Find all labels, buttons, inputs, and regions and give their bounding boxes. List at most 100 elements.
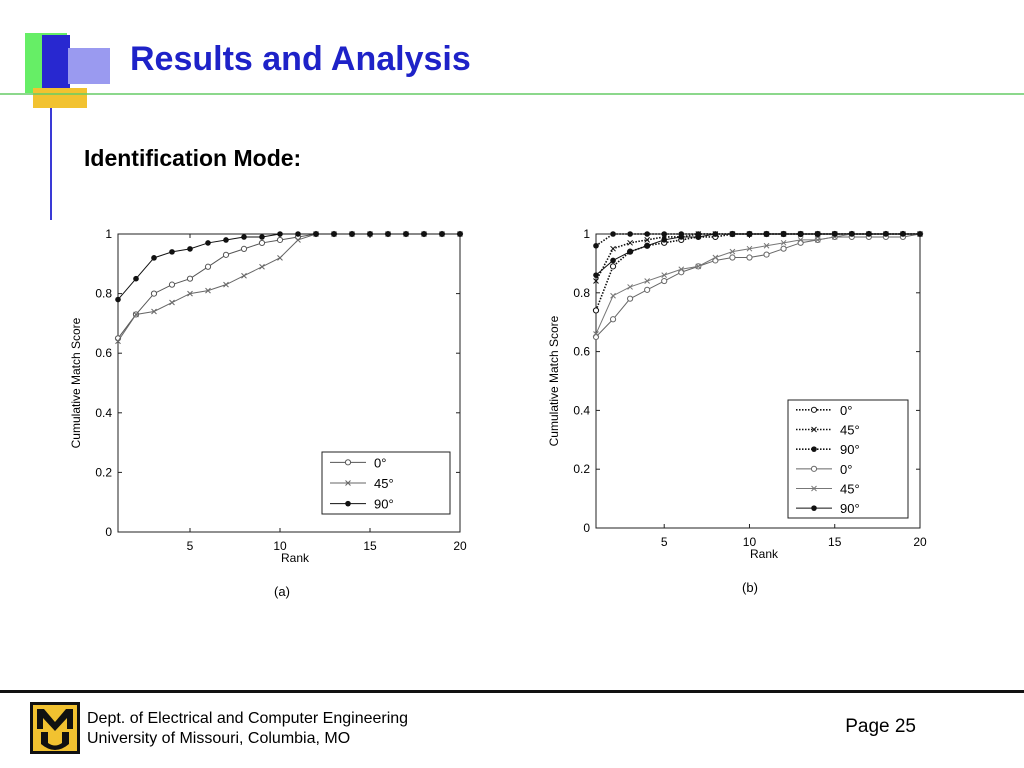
data-point [593,272,599,278]
legend-label: 45° [840,423,860,438]
chart-caption: (a) [274,584,290,599]
series-line [117,233,460,342]
series-1 [115,231,463,345]
x-tick-label: 5 [187,539,194,553]
data-point [593,278,599,284]
x-axis-label: Rank [281,551,310,565]
data-point [695,263,702,270]
data-point [797,231,804,237]
series-line [595,233,920,335]
data-point [258,239,266,247]
legend-label: 45° [374,476,394,491]
page-number: Page 25 [845,716,916,737]
series-line [595,233,921,338]
series-line [595,233,920,282]
data-point [627,248,633,255]
y-tick-label: 0 [105,525,112,539]
data-point [627,295,634,302]
footer-university: University of Missouri, Columbia, MO [87,730,351,747]
legend-label: 90° [840,501,860,516]
data-point [223,237,229,243]
x-tick-label: 20 [913,535,927,549]
series-2 [115,231,463,303]
x-tick-label: 10 [743,535,757,549]
data-point [295,237,301,243]
slide-subtitle: Identification Mode: [84,145,302,171]
mu-logo-icon [30,702,80,754]
y-tick-label: 0 [583,521,590,535]
data-point [917,231,923,237]
legend-marker [344,459,352,466]
y-tick-label: 0.4 [573,403,590,417]
x-tick-label: 15 [828,535,842,549]
data-point [627,231,633,237]
data-point [241,234,247,240]
data-point [403,231,409,237]
data-point [729,248,736,255]
data-point [866,231,872,237]
data-point [457,231,463,237]
data-point [259,234,265,240]
y-tick-label: 0.8 [95,287,112,301]
series-1 [593,231,923,284]
data-point [593,242,599,249]
data-point [661,237,668,243]
data-point [678,266,685,273]
data-point [421,231,427,237]
y-tick-label: 0.6 [573,345,590,359]
data-point [661,231,668,237]
slide-title: Results and Analysis [130,40,471,78]
data-point [712,231,719,237]
data-point [133,311,139,318]
legend-label: 90° [374,497,394,512]
series-line [595,233,920,276]
x-tick-label: 20 [453,539,467,553]
series-0 [114,230,464,342]
data-point [763,251,770,258]
data-point [349,231,355,237]
x-tick-label: 10 [273,539,287,553]
y-tick-label: 0.8 [573,286,590,300]
legend-label: 45° [840,482,860,497]
footer-affiliation: Dept. of Electrical and Computer Enginee… [87,709,408,749]
x-tick-label: 5 [661,535,668,549]
data-point [223,281,229,288]
data-point [644,286,651,293]
y-axis-label: Cumulative Match Score [547,315,561,446]
data-point [367,231,373,237]
legend-label: 90° [840,442,860,457]
series-line [117,233,460,300]
data-point [763,231,770,237]
data-point [746,254,753,261]
legend-box [787,399,909,519]
data-point [187,246,193,252]
data-point [592,307,600,314]
legend-marker [345,500,351,507]
data-point [746,245,753,252]
data-point [814,237,821,243]
data-point [661,272,668,279]
data-point [277,254,283,261]
footer-divider [0,690,1024,693]
data-point [313,231,319,237]
x-tick-label: 15 [363,539,377,553]
data-point [746,231,753,237]
legend-marker [811,485,817,492]
data-point [644,237,651,243]
data-point [385,231,391,237]
legend-marker [810,465,818,472]
data-point [169,299,175,306]
data-point [678,234,685,240]
data-point [644,278,651,284]
data-point [627,239,633,246]
y-tick-label: 1 [583,227,590,241]
data-point [133,275,139,282]
series-0 [592,230,924,314]
data-point [797,237,804,243]
data-point [439,231,445,237]
legend-marker [345,480,351,486]
legend-marker [811,505,817,511]
data-point [151,255,157,261]
data-point [151,308,157,315]
